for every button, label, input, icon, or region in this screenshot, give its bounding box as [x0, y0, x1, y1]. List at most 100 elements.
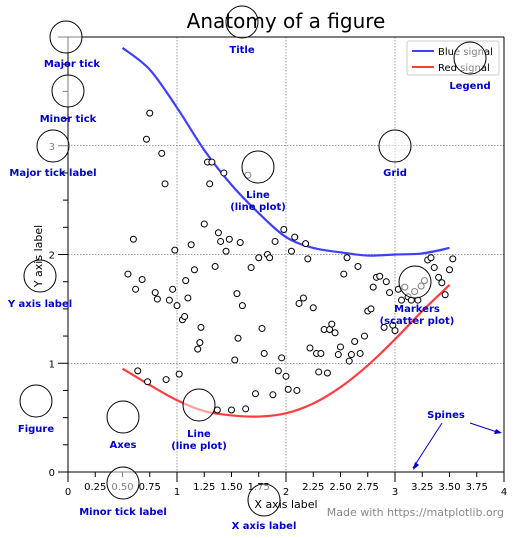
scatter-point: [260, 349, 268, 357]
scatter-point: [222, 247, 230, 255]
x-minor-tick-label: 3.75: [466, 482, 488, 493]
axis-ticks: 012340.250.500.751.251.501.752.252.502.7…: [49, 36, 507, 498]
scatter-point: [334, 351, 342, 359]
x-minor-tick-label: 1.50: [220, 482, 242, 493]
scatter-point: [251, 390, 259, 398]
x-major-tick-label: 0: [65, 487, 71, 498]
scatter-point: [217, 237, 225, 245]
scatter-point: [306, 344, 314, 352]
scatter-point: [190, 266, 198, 274]
scatter-point: [295, 299, 303, 307]
scatter-point: [196, 339, 204, 347]
scatter-point: [234, 334, 242, 342]
x-minor-tick-label: 2.75: [357, 482, 379, 493]
scatter-point: [287, 247, 295, 255]
y-major-tick-label: 0: [49, 468, 55, 479]
plot-series: [121, 47, 457, 418]
annotation-circle: [398, 265, 432, 299]
annotation-label: Minor tick: [40, 114, 97, 125]
x-major-tick-label: 1: [174, 487, 180, 498]
y-major-tick-label: 1: [49, 359, 55, 370]
scatter-point: [302, 240, 310, 248]
annotation-label: Line: [246, 190, 270, 201]
x-axis-label: X axis label: [254, 498, 317, 511]
annotation-circle: [106, 400, 140, 434]
annotation-label: Major tick label: [9, 168, 96, 179]
annotation-label: Grid: [383, 168, 407, 179]
annotation-circle: [182, 388, 216, 422]
annotation-label: Line: [187, 429, 211, 440]
spines-arrow: [469, 422, 501, 434]
scatter-point: [284, 385, 292, 393]
annotation-label: (line plot): [171, 441, 227, 452]
scatter-point: [351, 338, 359, 345]
scatter-point: [274, 367, 282, 375]
x-major-tick-label: 4: [501, 487, 507, 498]
annotation-label: Markers: [394, 304, 440, 315]
scatter-point: [360, 332, 368, 340]
scatter-point: [343, 254, 351, 262]
scatter-point: [438, 279, 446, 287]
x-minor-tick-label: 2.50: [329, 482, 351, 493]
annotation-circle: [36, 129, 70, 163]
scatter-point: [369, 283, 377, 291]
scatter-point: [162, 376, 170, 384]
scatter-point: [142, 135, 150, 143]
annotation-label: Axes: [110, 440, 137, 451]
scatter-point: [380, 323, 388, 331]
scatter-point: [197, 323, 205, 331]
scatter-point: [182, 277, 190, 285]
scatter-point: [220, 169, 228, 177]
scatter-point: [266, 254, 274, 262]
scatter-point: [340, 270, 348, 278]
scatter-point: [317, 349, 325, 357]
annotation-label: Legend: [449, 81, 490, 92]
scatter-point: [255, 254, 263, 262]
spines-arrowhead: [413, 462, 419, 470]
annotation-label: Y axis label: [7, 299, 72, 310]
y-axis-label: Y axis label: [32, 225, 45, 288]
scatter-point: [331, 329, 339, 337]
annotation-label: X axis label: [232, 521, 297, 532]
scatter-point: [345, 357, 353, 365]
annotation-circle: [19, 384, 53, 418]
x-major-tick-label: 2: [283, 487, 289, 498]
scatter-point: [356, 349, 364, 357]
scatter-point: [441, 291, 449, 299]
scatter-point: [146, 109, 154, 117]
annotation-label: Spines: [427, 410, 465, 421]
annotation-circle: [49, 20, 83, 54]
scatter-point: [398, 296, 406, 304]
scatter-point: [435, 273, 443, 281]
annotation-label: (line plot): [230, 202, 286, 213]
scatter-point: [282, 372, 290, 380]
scatter-point: [367, 305, 375, 313]
spines-arrowhead: [494, 429, 502, 434]
annotation-label: (scatter plot): [380, 316, 455, 327]
scatter-point: [293, 386, 301, 394]
scatter-point: [206, 180, 214, 188]
x-minor-tick-label: 0.25: [84, 482, 106, 493]
scatter-point: [304, 255, 312, 263]
scatter-point: [347, 351, 355, 359]
scatter-point: [211, 262, 219, 270]
scatter-point: [181, 312, 189, 320]
annotation-label: Title: [229, 45, 254, 56]
scatter-point: [299, 294, 307, 302]
scatter-point: [271, 237, 279, 245]
scatter-point: [184, 294, 192, 302]
scatter-point: [278, 354, 286, 362]
scatter-point: [124, 270, 132, 278]
scatter-point: [376, 272, 384, 280]
scatter-point: [337, 343, 344, 351]
scatter-point: [309, 304, 317, 312]
x-major-tick-label: 3: [392, 487, 398, 498]
scatter-point: [129, 235, 137, 243]
scatter-point: [280, 225, 288, 233]
scatter-point: [231, 356, 239, 364]
series-line: [121, 47, 450, 257]
x-minor-tick-label: 3.25: [411, 482, 433, 493]
annotation-circle: [51, 74, 85, 108]
scatter-point: [161, 180, 169, 188]
